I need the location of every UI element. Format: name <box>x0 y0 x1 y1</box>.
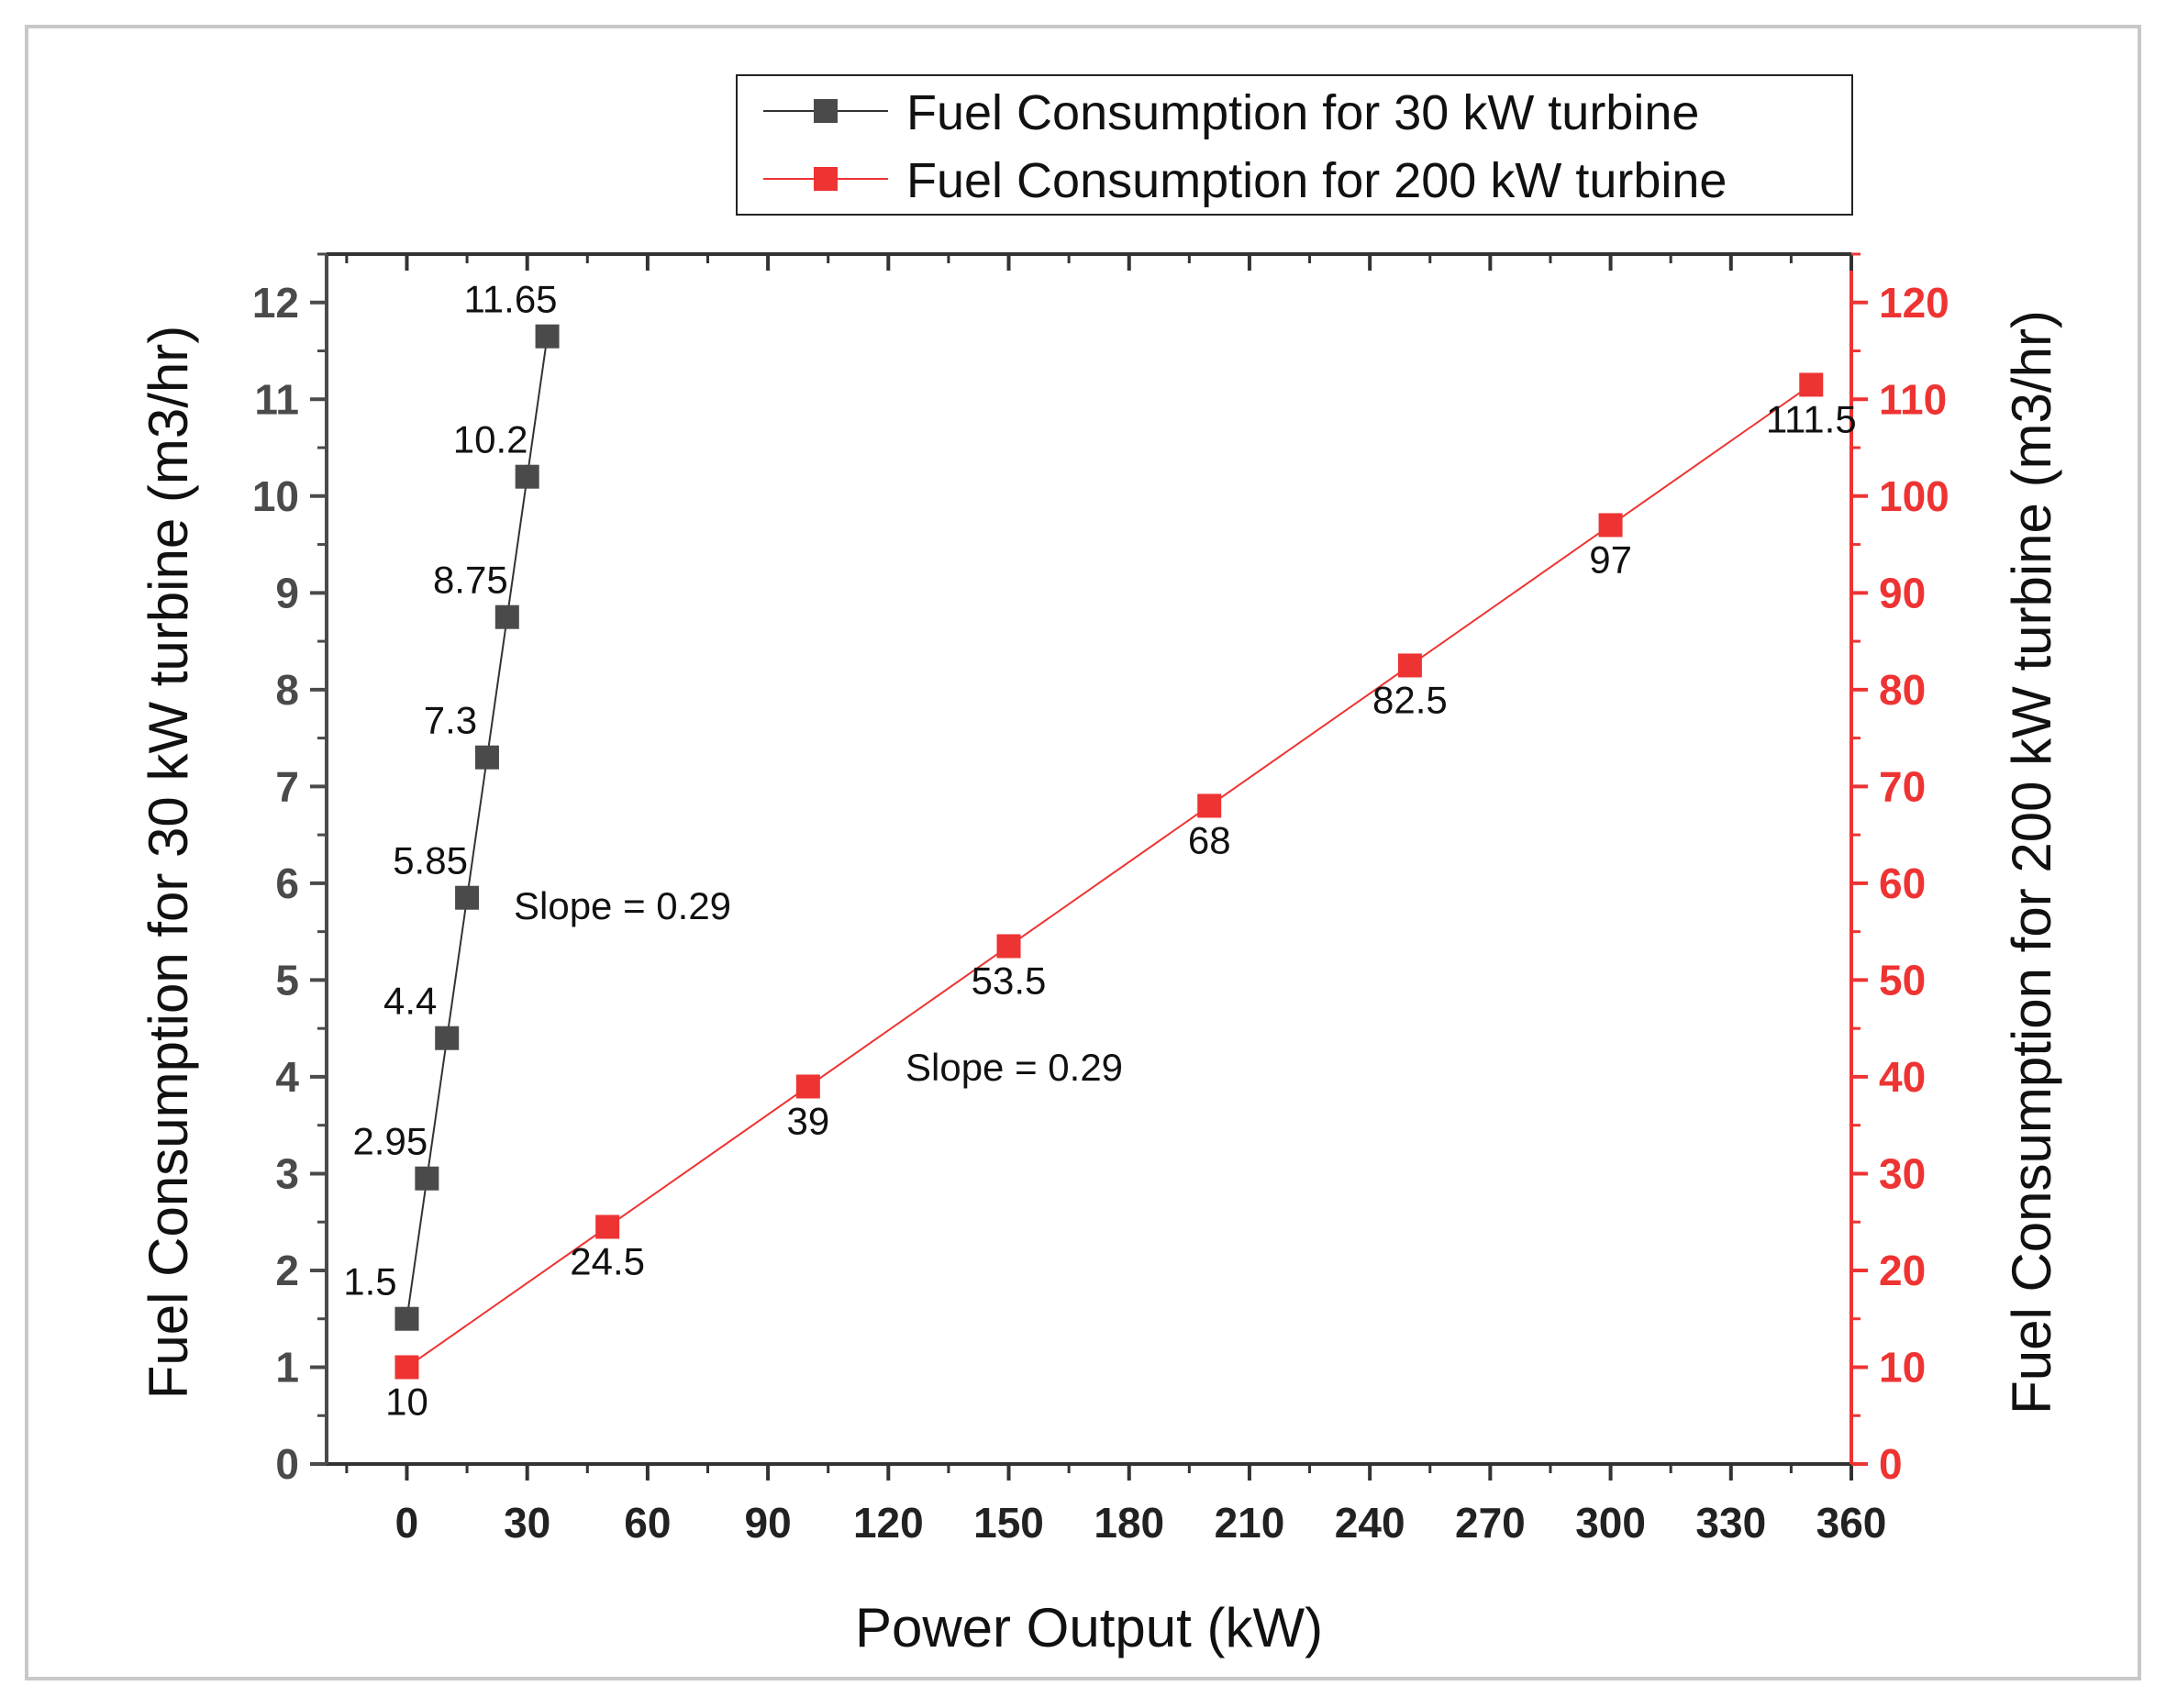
y-tick-label-right: 0 <box>1879 1440 1903 1488</box>
legend-box <box>736 74 1853 216</box>
data-point-1 <box>1799 372 1824 397</box>
chart-frame <box>25 25 2141 1680</box>
data-point-1 <box>1397 653 1422 678</box>
data-label-0: 10.2 <box>453 418 528 461</box>
y-tick-label-right: 50 <box>1879 956 1926 1004</box>
x-tick-label: 180 <box>1094 1499 1164 1547</box>
y-tick-label-left: 1 <box>275 1343 299 1391</box>
data-label-1: 82.5 <box>1372 678 1448 721</box>
x-tick-label: 270 <box>1455 1499 1526 1547</box>
data-label-0: 1.5 <box>343 1260 396 1303</box>
y-tick-label-left: 9 <box>275 569 299 616</box>
data-point-0 <box>515 464 539 489</box>
data-label-1: 24.5 <box>570 1239 645 1282</box>
legend-label-200kw: Fuel Consumption for 200 kW turbine <box>906 153 1727 208</box>
legend-label-30kw: Fuel Consumption for 30 kW turbine <box>906 85 1699 140</box>
data-point-1 <box>1197 793 1222 818</box>
y-axis-title-right: Fuel Consumption for 200 kW turbine (m3/… <box>2001 310 2062 1414</box>
data-point-0 <box>474 745 499 770</box>
y-tick-label-right: 120 <box>1879 279 1949 327</box>
data-label-0: 8.75 <box>433 559 508 602</box>
series: 1.5 2.95 4.4 5.85 7.3 8.75 10.2 11.65 10 24.5 39 53… <box>343 278 1856 1424</box>
data-label-1: 39 <box>786 1099 829 1142</box>
data-point-0 <box>435 1026 460 1050</box>
y-tick-label-right: 30 <box>1879 1149 1926 1197</box>
data-label-0: 2.95 <box>352 1120 428 1163</box>
y-tick-label-left: 6 <box>275 860 299 907</box>
series-line-0 <box>405 336 549 1319</box>
y-tick-label-right: 10 <box>1879 1343 1926 1391</box>
y-tick-label-left: 4 <box>275 1053 299 1101</box>
data-point-0 <box>394 1306 419 1331</box>
data-label-1: 10 <box>385 1380 428 1423</box>
y-tick-label-right: 70 <box>1879 762 1926 810</box>
x-tick-label: 150 <box>973 1499 1044 1547</box>
y-tick-label-left: 12 <box>252 279 299 327</box>
slope-annotation-30kw: Slope = 0.29 <box>514 884 731 927</box>
data-label-0: 11.65 <box>464 278 558 321</box>
data-point-1 <box>1598 513 1623 538</box>
y-tick-label-left: 10 <box>252 472 299 520</box>
data-point-1 <box>394 1355 419 1380</box>
data-point-1 <box>996 934 1021 959</box>
data-point-0 <box>494 604 519 629</box>
y-tick-label-right: 60 <box>1879 860 1926 907</box>
data-label-0: 7.3 <box>424 699 477 742</box>
axes: 0 30 60 90 120 150 180 210 240 270 300 330 360012345… <box>252 252 1949 1547</box>
y-tick-label-left: 0 <box>275 1440 299 1488</box>
y-tick-label-right: 100 <box>1879 472 1949 520</box>
data-point-1 <box>795 1074 820 1099</box>
data-label-1: 97 <box>1589 538 1632 581</box>
x-tick-label: 300 <box>1575 1499 1646 1547</box>
x-tick-label: 360 <box>1816 1499 1887 1547</box>
data-point-0 <box>415 1166 439 1191</box>
y-tick-label-right: 90 <box>1879 569 1926 616</box>
data-label-1: 111.5 <box>1766 397 1857 440</box>
x-tick-label: 0 <box>395 1499 419 1547</box>
x-tick-label: 60 <box>624 1499 671 1547</box>
x-tick-label: 120 <box>853 1499 924 1547</box>
data-label-1: 53.5 <box>972 959 1047 1002</box>
y-tick-label-left: 3 <box>275 1149 299 1197</box>
data-point-0 <box>455 885 480 910</box>
y-tick-label-right: 40 <box>1879 1053 1926 1101</box>
legend-marker-30kw <box>814 99 838 123</box>
y-tick-label-left: 8 <box>275 666 299 714</box>
data-label-0: 5.85 <box>393 839 468 882</box>
legend-marker-200kw <box>814 167 838 191</box>
x-axis-title: Power Output (kW) <box>855 1597 1323 1658</box>
y-tick-label-left: 2 <box>275 1247 299 1294</box>
x-tick-label: 330 <box>1695 1499 1766 1547</box>
data-label-0: 4.4 <box>383 980 437 1023</box>
x-tick-label: 30 <box>504 1499 550 1547</box>
y-tick-label-left: 7 <box>275 762 299 810</box>
x-tick-label: 210 <box>1215 1499 1285 1547</box>
y-tick-label-right: 80 <box>1879 666 1926 714</box>
data-point-0 <box>535 324 560 349</box>
data-label-1: 68 <box>1188 818 1231 861</box>
y-tick-label-left: 5 <box>275 956 299 1004</box>
y-axis-title-left: Fuel Consumption for 30 kW turbine (m3/h… <box>138 326 199 1399</box>
x-tick-label: 240 <box>1335 1499 1405 1547</box>
slope-annotation-200kw: Slope = 0.29 <box>905 1046 1123 1089</box>
y-tick-label-right: 20 <box>1879 1247 1926 1294</box>
y-tick-label-right: 110 <box>1879 375 1947 423</box>
series-line-1 <box>405 383 1812 1369</box>
x-tick-label: 90 <box>745 1499 792 1547</box>
data-point-1 <box>595 1214 620 1239</box>
legend: Fuel Consumption for 30 kW turbine Fuel … <box>736 74 1853 216</box>
y-tick-label-left: 11 <box>254 375 299 423</box>
